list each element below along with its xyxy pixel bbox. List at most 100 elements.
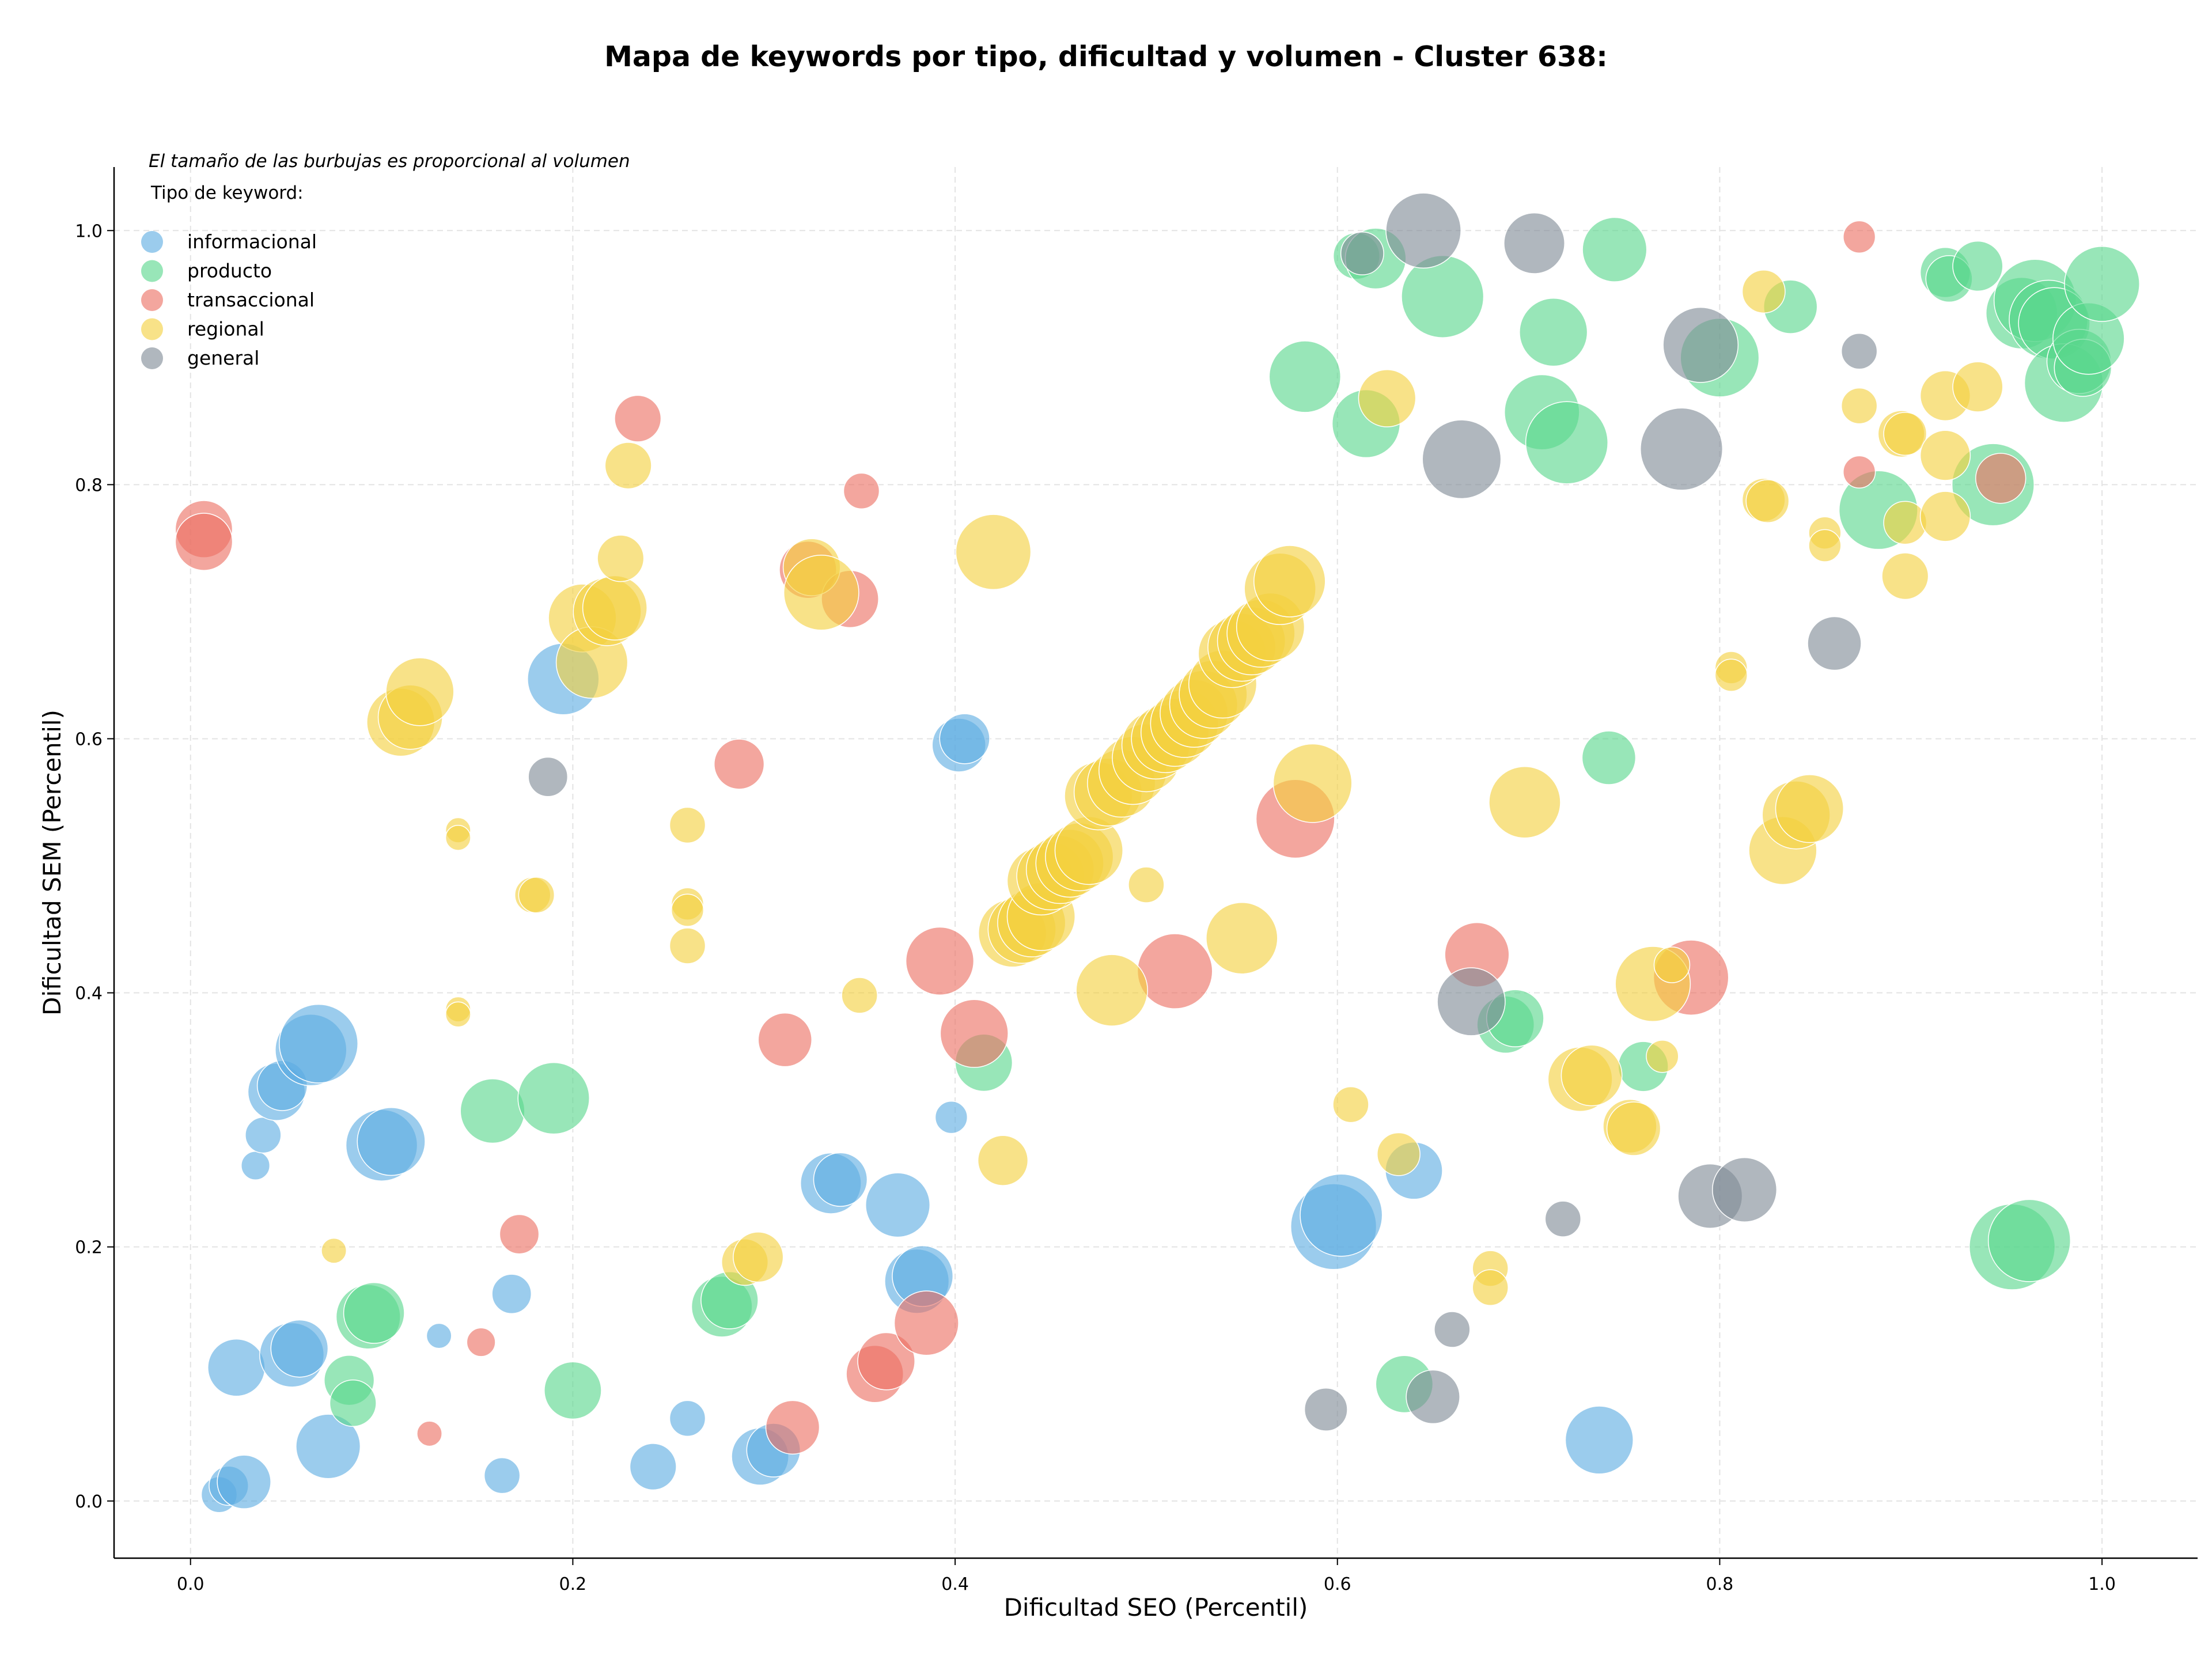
bubble-general <box>1712 1157 1778 1222</box>
bubble-transaccional <box>713 738 765 790</box>
bubble-general <box>1437 967 1506 1036</box>
bubble-general <box>528 756 569 797</box>
bubble-regional <box>671 893 704 927</box>
bubble-transaccional <box>416 1420 442 1447</box>
bubble-transaccional <box>175 513 233 571</box>
bubble-producto <box>544 1361 602 1420</box>
y-axis-label: Dificultad SEM (Percentil) <box>38 710 66 1016</box>
bubble-regional <box>582 575 647 641</box>
bubble-general <box>1503 212 1565 274</box>
bubble-regional <box>1714 658 1748 692</box>
bubble-general <box>1840 333 1878 370</box>
bubble-general <box>1544 1200 1582 1237</box>
bubble-regional <box>1332 1086 1369 1123</box>
bubble-transaccional <box>1843 220 1876 253</box>
bubble-regional <box>1560 1044 1623 1107</box>
bubble-informacional <box>279 1003 359 1084</box>
chart-title: Mapa de keywords por tipo, dificultad y … <box>604 40 1608 73</box>
x-tick-label: 0.0 <box>177 1574 204 1594</box>
bubble-general <box>1406 1369 1460 1425</box>
bubble-producto <box>2064 246 2140 322</box>
bubble-producto <box>1519 298 1588 367</box>
bubble-transaccional <box>499 1214 540 1255</box>
bubble-regional <box>1919 430 1971 481</box>
bubble-regional <box>841 977 878 1014</box>
bubble-regional <box>1606 1101 1661 1156</box>
bubble-regional <box>1488 766 1561 839</box>
bubble-regional <box>1646 1040 1679 1073</box>
y-tick-label: 0.4 <box>75 984 103 1004</box>
bubble-informacional <box>934 1101 968 1134</box>
bubble-regional <box>1472 1269 1509 1306</box>
legend-label-regional: regional <box>187 318 264 340</box>
bubble-producto <box>1268 340 1342 413</box>
x-tick-label: 0.6 <box>1324 1574 1351 1594</box>
bubble-producto <box>1987 1199 2071 1282</box>
bubble-producto <box>1952 240 2003 292</box>
bubble-regional <box>321 1237 347 1264</box>
bubble-general <box>1304 1388 1348 1431</box>
bubble-general <box>1385 192 1461 269</box>
bubble-producto <box>1525 401 1608 484</box>
bubble-size-note: El tamaño de las burbujas es proporciona… <box>149 151 630 172</box>
bubble-informacional <box>241 1150 271 1181</box>
bubble-informacional <box>865 1172 931 1238</box>
bubble-regional <box>1206 901 1278 975</box>
x-tick-label: 0.4 <box>941 1574 969 1594</box>
bubble-transaccional <box>843 472 880 510</box>
series-general <box>528 192 1878 1431</box>
bubble-regional <box>1840 387 1878 425</box>
x-tick-label: 1.0 <box>2088 1574 2116 1594</box>
y-tick-label: 0.2 <box>75 1238 103 1258</box>
bubble-regional <box>445 1001 471 1028</box>
bubble-regional <box>1272 743 1353 823</box>
bubble-regional <box>1128 866 1165 903</box>
bubble-regional <box>597 535 645 582</box>
legend-title: Tipo de keyword: <box>150 183 304 203</box>
bubble-informacional <box>245 1116 282 1154</box>
bubble-regional <box>1881 552 1929 600</box>
bubble-transaccional <box>765 1400 820 1455</box>
bubble-producto <box>1401 255 1484 339</box>
bubble-transaccional <box>857 1332 915 1391</box>
bubble-general <box>1422 419 1502 499</box>
bubble-informacional <box>217 1454 271 1509</box>
bubble-transaccional <box>1975 453 2027 504</box>
bubble-regional <box>1808 529 1842 562</box>
bubble-producto <box>517 1062 590 1135</box>
y-tick-label: 0.8 <box>75 475 103 495</box>
bubble-producto <box>1581 730 1637 785</box>
legend-label-producto: producto <box>187 260 272 282</box>
bubble-informacional <box>491 1274 532 1315</box>
bubble-regional <box>1775 774 1844 843</box>
bubble-regional <box>669 806 706 844</box>
bubble-general <box>1662 306 1739 383</box>
legend-marker-regional <box>141 318 163 340</box>
series-informacional <box>200 643 1634 1513</box>
bubble-transaccional <box>1137 933 1213 1009</box>
bubble-regional <box>1358 369 1416 427</box>
bubble-regional <box>1653 946 1691 983</box>
bubble-regional <box>1919 491 1971 542</box>
bubble-general <box>1434 1311 1471 1348</box>
bubble-informacional <box>207 1338 266 1397</box>
bubble-regional <box>733 1232 784 1283</box>
bubble-general <box>1639 407 1724 491</box>
x-tick-label: 0.8 <box>1706 1574 1734 1594</box>
bubble-general <box>1340 232 1384 275</box>
x-tick-label: 0.2 <box>559 1574 587 1594</box>
legend: Tipo de keyword: informacional producto tr… <box>141 183 317 369</box>
bubble-informacional <box>1565 1406 1634 1475</box>
legend-label-informacional: informacional <box>187 230 317 253</box>
bubble-regional <box>518 876 555 914</box>
x-axis-label: Dificultad SEO (Percentil) <box>1004 1593 1308 1622</box>
legend-marker-transaccional <box>141 289 163 311</box>
bubble-informacional <box>669 1400 706 1437</box>
legend-label-general: general <box>187 347 259 369</box>
bubble-informacional <box>270 1319 329 1378</box>
bubble-regional <box>1883 501 1927 545</box>
bubble-informacional <box>1300 1173 1383 1257</box>
bubble-regional <box>604 442 652 490</box>
